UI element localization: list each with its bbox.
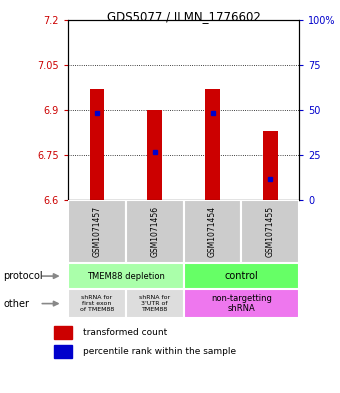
Bar xyxy=(126,289,184,318)
Bar xyxy=(68,289,126,318)
Text: transformed count: transformed count xyxy=(83,328,167,337)
Bar xyxy=(205,89,220,200)
Bar xyxy=(148,110,162,200)
Text: GSM1071454: GSM1071454 xyxy=(208,206,217,257)
Bar xyxy=(184,200,241,263)
Text: GSM1071456: GSM1071456 xyxy=(150,206,159,257)
Bar xyxy=(241,200,299,263)
Text: non-targetting
shRNA: non-targetting shRNA xyxy=(211,294,272,313)
Text: protocol: protocol xyxy=(3,271,43,281)
Text: shRNA for
first exon
of TMEM88: shRNA for first exon of TMEM88 xyxy=(80,295,114,312)
Bar xyxy=(184,263,299,289)
Text: GSM1071455: GSM1071455 xyxy=(266,206,275,257)
Bar xyxy=(54,326,72,339)
Bar xyxy=(54,345,72,358)
Bar xyxy=(68,200,126,263)
Text: GSM1071457: GSM1071457 xyxy=(92,206,101,257)
Bar xyxy=(90,89,104,200)
Bar xyxy=(68,263,184,289)
Text: TMEM88 depletion: TMEM88 depletion xyxy=(87,272,165,281)
Text: control: control xyxy=(224,271,258,281)
Bar xyxy=(126,200,184,263)
Text: other: other xyxy=(3,299,29,309)
Text: GDS5077 / ILMN_1776602: GDS5077 / ILMN_1776602 xyxy=(107,10,260,23)
Bar xyxy=(263,131,277,200)
Text: shRNA for
3'UTR of
TMEM88: shRNA for 3'UTR of TMEM88 xyxy=(139,295,170,312)
Text: percentile rank within the sample: percentile rank within the sample xyxy=(83,347,236,356)
Bar xyxy=(184,289,299,318)
